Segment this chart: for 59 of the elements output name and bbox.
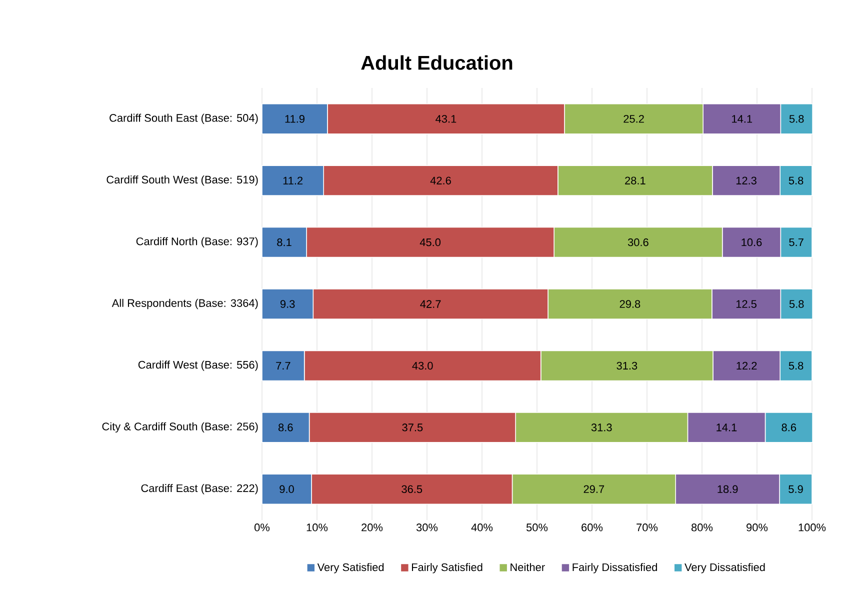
data-label: 14.1 [716,424,737,432]
data-label: 5.8 [788,362,804,370]
data-label: 8.6 [782,424,796,432]
x-tick-label: 90% [746,524,768,532]
data-label: 8.6 [278,424,293,432]
y-tick-label: All Respondents (Base: 3364) [112,298,258,310]
x-tick-label: 50% [526,524,548,532]
data-label: 36.5 [402,485,422,494]
data-label: 42.6 [430,176,451,184]
data-label: 42.7 [420,300,441,308]
data-label: 31.3 [616,362,638,370]
x-tick-label: 0% [254,524,270,532]
data-label: 28.1 [625,176,646,184]
x-tick-label: 70% [636,524,658,532]
x-tick-label: 80% [692,524,713,532]
data-label: 5.8 [788,176,804,184]
data-label: 30.6 [628,238,648,246]
data-label: 5.7 [789,238,804,246]
data-label: 12.5 [736,300,756,308]
legend-label: Very Dissatisfied [684,563,765,574]
x-tick-label: 30% [416,524,438,532]
x-tick-label: 20% [362,524,383,532]
data-label: 25.2 [624,114,644,123]
data-label: 9.3 [280,300,295,308]
x-tick-label: 40% [471,524,493,532]
data-label: 5.8 [789,114,804,123]
data-label: 45.0 [420,238,441,246]
data-label: 5.9 [788,485,803,494]
chart-title: Adult Education [361,55,512,70]
legend-label: Very Satisfied [317,563,384,574]
legend-label: Fairly Dissatisfied [572,563,657,574]
legend-label: Fairly Satisfied [412,563,482,574]
data-label: 31.3 [591,424,612,432]
y-tick-label: City & Cardiff South (Base: 256) [102,422,258,433]
legend-label: Neither [510,563,545,572]
data-label: 43.1 [436,114,456,123]
data-label: 5.8 [789,300,804,308]
data-label: 43.0 [412,362,433,370]
data-label: 12.3 [736,176,756,184]
y-tick-label: Cardiff South West (Base: 519) [106,175,258,186]
data-label: 7.7 [276,362,290,370]
y-tick-label: Cardiff West (Base: 556) [138,360,258,371]
x-tick-label: 60% [582,524,603,532]
data-label: 29.8 [620,300,640,308]
data-label: 9.0 [280,485,294,494]
data-label: 29.7 [584,485,604,494]
data-label: 14.1 [732,115,752,123]
y-tick-label: Cardiff North (Base: 937) [136,237,258,248]
data-label: 11.9 [285,114,304,123]
data-label: 12.2 [736,362,757,370]
data-label: 11.2 [283,176,303,184]
y-tick-label: Cardiff South East (Base: 504) [110,114,258,124]
x-tick-label: 100% [798,524,826,532]
data-label: 18.9 [718,485,738,494]
data-label: 8.1 [277,238,292,246]
data-label: 37.5 [402,424,423,432]
x-tick-label: 10% [306,524,328,532]
data-label: 10.6 [742,238,762,246]
y-tick-label: Cardiff East (Base: 222) [141,484,258,494]
